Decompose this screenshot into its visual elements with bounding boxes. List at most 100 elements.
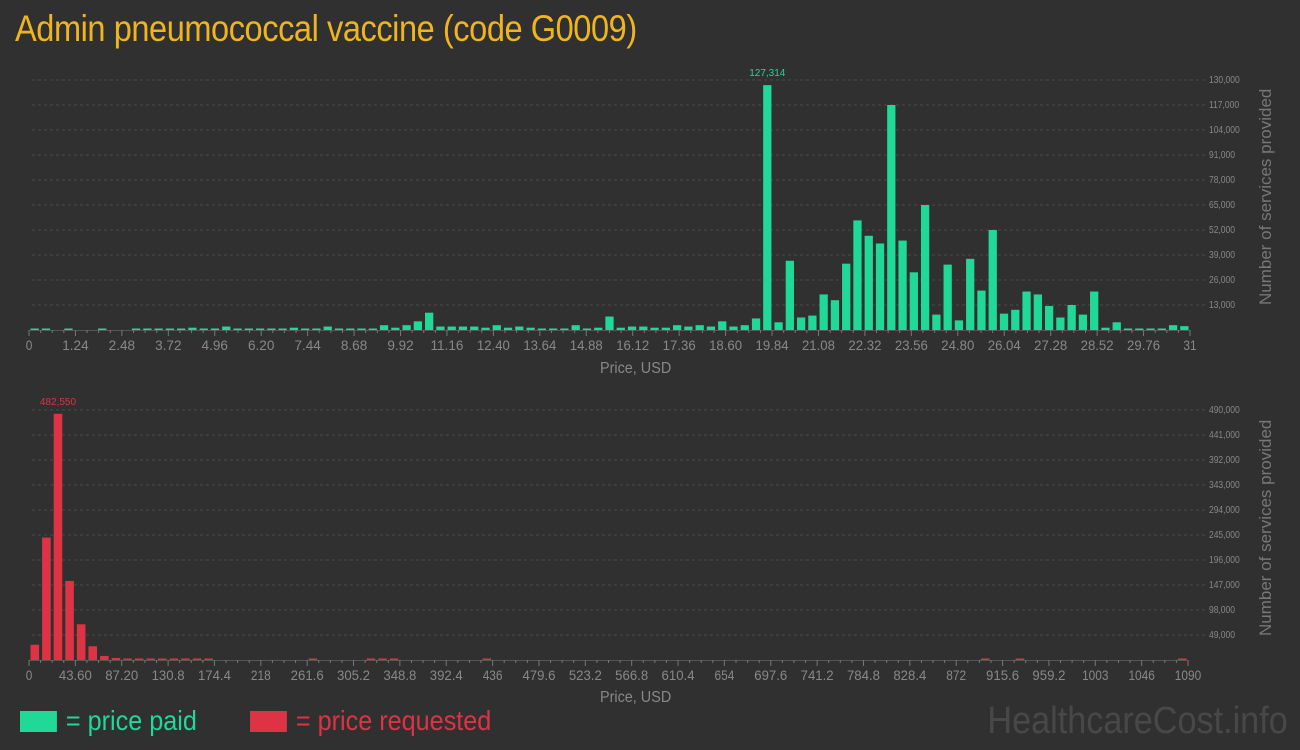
svg-text:43.60: 43.60 bbox=[59, 667, 92, 683]
histogram-bar bbox=[165, 328, 175, 330]
histogram-bar bbox=[134, 658, 144, 660]
histogram-bar bbox=[192, 658, 202, 660]
histogram-bar bbox=[1090, 291, 1099, 330]
histogram-bar bbox=[402, 325, 411, 330]
svg-text:523.2: 523.2 bbox=[569, 667, 602, 683]
histogram-bar bbox=[413, 321, 423, 330]
svg-text:117,000: 117,000 bbox=[1209, 99, 1239, 110]
histogram-bar bbox=[244, 328, 253, 330]
histogram-bar bbox=[582, 328, 592, 330]
svg-text:196,000: 196,000 bbox=[1209, 554, 1240, 565]
histogram-bar bbox=[988, 230, 997, 330]
svg-text:23.56: 23.56 bbox=[895, 337, 928, 353]
watermark-logo: HealthcareCost.info bbox=[987, 700, 1288, 742]
svg-text:218: 218 bbox=[251, 667, 271, 683]
histogram-bar bbox=[312, 328, 321, 330]
histogram-bar bbox=[1044, 305, 1054, 330]
histogram-bar bbox=[323, 326, 332, 330]
histogram-bar bbox=[819, 294, 828, 330]
histogram-bar bbox=[526, 327, 535, 330]
svg-text:305.2: 305.2 bbox=[337, 667, 370, 683]
histogram-bar bbox=[1135, 328, 1144, 330]
histogram-bar bbox=[1123, 328, 1133, 330]
svg-text:22.32: 22.32 bbox=[848, 337, 881, 353]
histogram-bar bbox=[954, 320, 964, 330]
svg-text:19.84: 19.84 bbox=[756, 337, 789, 353]
svg-text:130.8: 130.8 bbox=[152, 667, 185, 683]
histogram-bar bbox=[853, 220, 862, 330]
price-requested-swatch bbox=[250, 710, 287, 732]
histogram-bar bbox=[909, 272, 918, 330]
svg-text:6.20: 6.20 bbox=[248, 337, 275, 353]
histogram-bar bbox=[425, 312, 434, 330]
histogram-bar bbox=[966, 258, 975, 330]
histogram-bar bbox=[41, 328, 51, 330]
svg-text:104,000: 104,000 bbox=[1209, 124, 1240, 135]
histogram-bar bbox=[1056, 317, 1065, 330]
svg-text:654: 654 bbox=[715, 667, 735, 683]
histogram-bar bbox=[334, 328, 344, 330]
histogram-bar bbox=[842, 263, 851, 330]
histogram-bar bbox=[537, 328, 547, 330]
histogram-bar bbox=[774, 322, 783, 330]
histogram-bar bbox=[204, 658, 213, 660]
histogram-bar bbox=[278, 328, 287, 330]
histogram-bar bbox=[177, 328, 186, 330]
histogram-bar bbox=[289, 327, 299, 330]
histogram-bar bbox=[1157, 328, 1166, 330]
histogram-bar bbox=[492, 325, 501, 330]
histogram-bar bbox=[1011, 309, 1020, 330]
histogram-bar bbox=[560, 328, 569, 330]
histogram-bar bbox=[143, 328, 152, 330]
svg-text:294,000: 294,000 bbox=[1209, 504, 1240, 515]
histogram-bar bbox=[436, 326, 445, 330]
svg-text:98,000: 98,000 bbox=[1209, 604, 1235, 615]
histogram-bar bbox=[785, 260, 794, 330]
histogram-bar bbox=[481, 327, 490, 330]
svg-text:8.68: 8.68 bbox=[341, 337, 368, 353]
svg-text:1.24: 1.24 bbox=[62, 337, 89, 353]
histogram-bar bbox=[301, 328, 310, 330]
svg-text:13.64: 13.64 bbox=[523, 337, 556, 353]
svg-text:4.96: 4.96 bbox=[202, 337, 229, 353]
price-requested-label: = price requested bbox=[295, 705, 492, 736]
svg-text:741.2: 741.2 bbox=[801, 667, 834, 683]
svg-text:915.6: 915.6 bbox=[986, 667, 1019, 683]
x-axis-label: Price, USD bbox=[600, 360, 672, 377]
svg-text:21.08: 21.08 bbox=[802, 337, 835, 353]
histogram-bar bbox=[1101, 327, 1110, 330]
svg-text:566.8: 566.8 bbox=[615, 667, 648, 683]
histogram-bar bbox=[1168, 325, 1178, 330]
histogram-bar bbox=[977, 290, 986, 330]
histogram-bar bbox=[740, 325, 749, 330]
histogram-bar bbox=[875, 243, 885, 330]
histogram-bar bbox=[661, 327, 670, 330]
svg-text:610.4: 610.4 bbox=[662, 667, 695, 683]
svg-text:1090: 1090 bbox=[1175, 667, 1202, 683]
histogram-bar bbox=[999, 313, 1009, 330]
histogram-bar bbox=[366, 658, 376, 660]
svg-text:127,314: 127,314 bbox=[749, 68, 786, 79]
price-paid-chart: 13,000 26,000 39,000 52,000 65,000 78,000 91,0… bbox=[26, 68, 1275, 377]
histogram-bar bbox=[864, 235, 873, 330]
legend-price-paid: = price paid bbox=[20, 705, 197, 736]
price-paid-plot: 13,000 26,000 39,000 52,000 65,000 78,000 91,0… bbox=[26, 68, 1240, 353]
svg-text:490,000: 490,000 bbox=[1209, 404, 1240, 415]
svg-text:959.2: 959.2 bbox=[1032, 667, 1065, 683]
histogram-bar bbox=[267, 328, 276, 330]
histogram-bar bbox=[830, 300, 840, 330]
y-axis-label: Number of services provided bbox=[1256, 419, 1275, 636]
histogram-bar bbox=[308, 658, 318, 660]
histogram-bar bbox=[131, 328, 141, 330]
histogram-bar bbox=[88, 646, 98, 660]
svg-text:872: 872 bbox=[946, 667, 966, 683]
histogram-bar bbox=[616, 327, 625, 330]
svg-text:482,550: 482,550 bbox=[40, 397, 77, 408]
histogram-bar bbox=[808, 315, 817, 330]
svg-text:9.92: 9.92 bbox=[387, 337, 414, 353]
svg-text:87.20: 87.20 bbox=[105, 667, 138, 683]
histogram-bar bbox=[1067, 305, 1076, 330]
svg-text:17.36: 17.36 bbox=[663, 337, 696, 353]
svg-text:31: 31 bbox=[1183, 337, 1196, 353]
histogram-bar bbox=[222, 326, 231, 330]
